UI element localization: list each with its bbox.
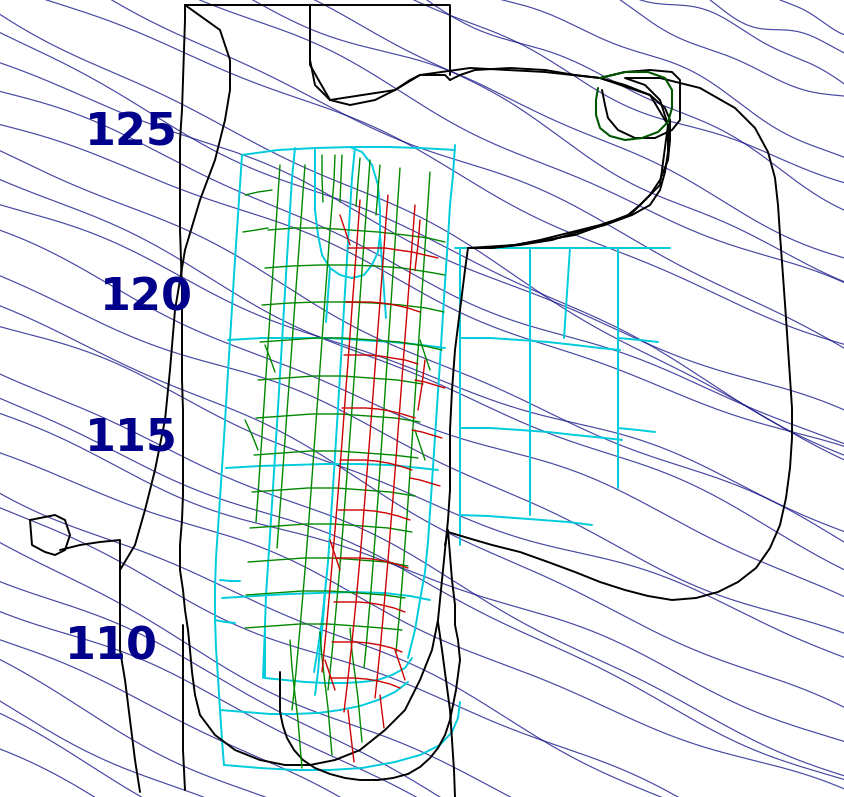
Text: 110: 110 <box>65 626 158 669</box>
Text: 125: 125 <box>85 111 178 154</box>
Text: 120: 120 <box>100 276 193 319</box>
Text: 115: 115 <box>85 416 178 459</box>
